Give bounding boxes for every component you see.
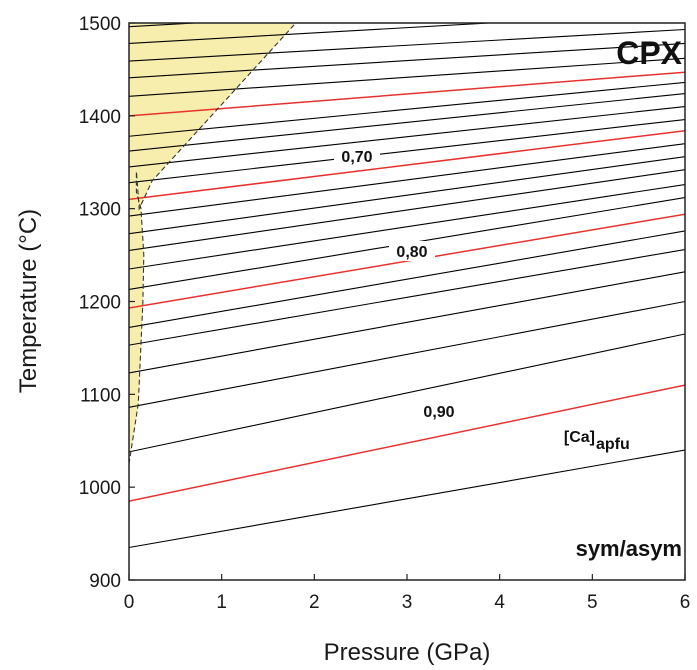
y-tick-label: 1500: [79, 14, 121, 35]
isopleth-line-9: [129, 183, 685, 270]
isopleth-line-red-18: [129, 71, 685, 117]
isopleth-line-12: [129, 143, 685, 217]
isopleth-line-17: [129, 81, 685, 137]
x-tick-label: 3: [402, 592, 413, 613]
isopleth-line-10: [129, 169, 685, 251]
x-tick-label: 4: [494, 592, 505, 613]
isopleth-line-3: [129, 300, 685, 408]
y-tick-label: 1000: [79, 478, 121, 499]
x-tick-label: 2: [309, 592, 320, 613]
contour-label-070: 0,70: [334, 146, 380, 166]
isopleth-line-red-13: [129, 129, 685, 201]
isopleth-line-red-1: [129, 384, 685, 502]
isopleth-line-4: [129, 271, 685, 374]
contour-label-080-bg: [389, 241, 435, 261]
y-tick-label: 900: [89, 571, 121, 592]
isopleth-line-11: [129, 156, 685, 235]
contour-label-090-bg: [416, 401, 462, 421]
chart-title: CPX: [616, 35, 682, 71]
isopleth-line-6: [129, 230, 685, 329]
series-label: [Ca] apfu: [564, 429, 630, 453]
y-tick-label: 1400: [79, 107, 121, 128]
x-tick-label: 1: [216, 592, 227, 613]
isopleth-line-22: [129, 23, 499, 44]
x-axis-title: Pressure (GPa): [324, 639, 491, 666]
contour-label-090-text: 0,90: [423, 404, 454, 421]
contour-label-070-bg: [334, 146, 380, 166]
isopleth-line-0: [129, 449, 685, 549]
isopleth-line-5: [129, 248, 685, 346]
x-tick-label: 5: [587, 592, 598, 613]
isopleth-line-15: [129, 106, 685, 168]
isopleth-line-21: [129, 28, 685, 62]
contour-label-090: 0,90: [416, 401, 462, 421]
series-label-subscript: apfu: [596, 436, 630, 453]
contour-label-080: 0,80: [389, 241, 435, 261]
chart-subtitle: sym/asym: [576, 536, 682, 561]
isopleth-line-14: [129, 119, 685, 184]
shaded-field: [129, 23, 296, 464]
field-boundary: [129, 23, 297, 465]
x-tick-label: 6: [680, 592, 691, 613]
y-axis-title: Temperature (°C): [15, 209, 42, 393]
isopleth-line-2: [129, 333, 685, 453]
y-tick-label: 1100: [80, 385, 121, 406]
isopleth-line-19: [129, 57, 685, 97]
isopleth-line-red-7: [129, 213, 685, 309]
contour-label-080-text: 0,80: [396, 244, 427, 261]
x-tick-label: 0: [124, 592, 135, 613]
plot-area: [129, 23, 685, 580]
series-label-main: [Ca]: [564, 429, 595, 446]
y-tick-label: 1200: [79, 293, 121, 314]
contour-label-070-text: 0,70: [341, 149, 372, 166]
isopleth-line-20: [129, 42, 685, 79]
isopleth-line-16: [129, 93, 685, 152]
y-tick-label: 1300: [79, 200, 121, 221]
